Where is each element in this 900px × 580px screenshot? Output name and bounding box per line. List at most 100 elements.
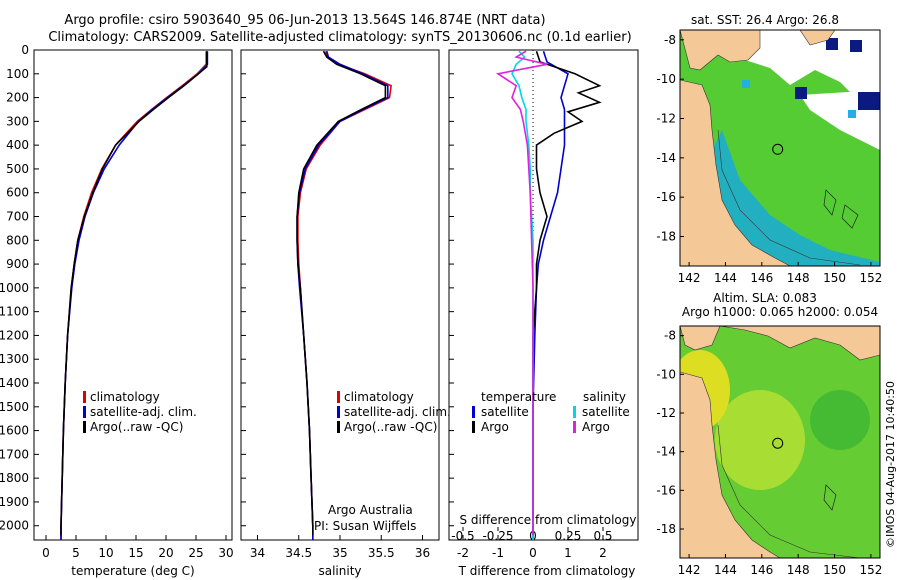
- imos-credit: ©IMOS 04-Aug-2017 10:40:50: [884, 381, 897, 548]
- sla-argo-location-marker: [772, 437, 784, 449]
- map-x-tick-label: 152: [859, 271, 882, 285]
- y-tick-label: 1300: [0, 352, 29, 366]
- sla-map: [680, 326, 880, 558]
- x-tick-label: 34.5: [285, 546, 312, 560]
- series-layer: [60, 50, 602, 540]
- map-y-tick-label: -12: [656, 406, 676, 420]
- salinity-legend: climatology satellite-adj. clim. Argo(..…: [314, 390, 451, 533]
- y-tick-label: 1200: [0, 328, 29, 342]
- map-y-tick-label: -8: [664, 33, 676, 47]
- legend-swatch-satellite: [337, 406, 340, 418]
- legend-label-t-argo: Argo: [481, 420, 509, 434]
- x-tick-label: 34: [250, 546, 265, 560]
- legend-label-satellite: satellite-adj. clim.: [90, 405, 197, 419]
- axes-layer: 0 5 10 15 20 25 300100200300400500600700800900…: [0, 43, 613, 560]
- sla-land-png-west: [680, 326, 721, 351]
- legend-title-salinity: salinity: [583, 390, 626, 404]
- y-tick-label: 2000: [0, 519, 29, 533]
- y-tick-label: 800: [6, 233, 29, 247]
- difference-legend: temperature satellite Argo salinity sate…: [472, 390, 630, 434]
- legend-swatch-argo: [83, 421, 86, 433]
- map-x-tick-label: 148: [787, 271, 810, 285]
- salinity-xlabel: salinity: [318, 564, 361, 578]
- salinity-series-argo-raw-qc-: [296, 50, 387, 536]
- y-tick-label: 400: [6, 138, 29, 152]
- sst-shelf-water: [712, 130, 880, 266]
- map-y-tick-label: -18: [656, 522, 676, 536]
- y-tick-label: 900: [6, 257, 29, 271]
- x-tick-label: 0: [529, 546, 537, 560]
- map-x-tick-label: 142: [678, 271, 701, 285]
- map-y-tick-label: -14: [656, 445, 676, 459]
- difference-xlabel-top: S difference from climatology: [460, 513, 637, 527]
- sst-argo-location-marker: [772, 143, 784, 155]
- figure-title-line1: Argo profile: csiro 5903640_95 06-Jun-20…: [64, 13, 545, 28]
- sst-cell-cold: [795, 87, 807, 99]
- y-tick-label: 700: [6, 210, 29, 224]
- annotation-argo-australia: Argo Australia: [328, 503, 413, 517]
- x-tick-label: 2: [599, 546, 607, 560]
- figure-title-line2: Climatology: CARS2009. Satellite-adjuste…: [48, 30, 631, 45]
- legend-title-temperature: temperature: [481, 390, 556, 404]
- y-tick-label: 1600: [0, 424, 29, 438]
- x-tick-label: -1: [492, 546, 504, 560]
- map-x-tick-label: 150: [823, 563, 846, 577]
- sst-map-frame: [679, 29, 881, 267]
- annotation-pi-name: PI: Susan Wijffels: [314, 519, 416, 533]
- legend-label-t-satellite: satellite: [481, 405, 529, 419]
- sst-cell-cold: [858, 92, 880, 110]
- y-tick-label: 100: [6, 67, 29, 81]
- sst-cell-cold: [850, 40, 862, 52]
- map-y-tick-label: -16: [656, 190, 676, 204]
- temperature-panel: [33, 49, 233, 541]
- sla-map-frame: [679, 325, 881, 559]
- x-tick-label: 35: [332, 546, 347, 560]
- sla-map-title-line1: Altim. SLA: 0.083: [713, 291, 817, 305]
- legend-swatch-s-argo: [573, 421, 576, 433]
- map-x-tick-label: 146: [750, 271, 773, 285]
- legend-label-s-satellite: satellite: [582, 405, 630, 419]
- legend-label-argo: Argo(..raw -QC): [90, 420, 183, 434]
- temperature-series-argo-raw-qc-: [60, 51, 208, 536]
- y-tick-label: 0: [21, 43, 29, 57]
- legend-swatch-climatology: [83, 391, 86, 403]
- map-y-tick-label: -10: [656, 72, 676, 86]
- map-x-tick-label: 142: [678, 563, 701, 577]
- map-y-tick-label: -16: [656, 483, 676, 497]
- y-tick-label: 600: [6, 186, 29, 200]
- x-tick-label: 25: [188, 546, 203, 560]
- legend-swatch-argo: [337, 421, 340, 433]
- x-tick-label: 30: [218, 546, 233, 560]
- map-y-tick-label: -14: [656, 151, 676, 165]
- legend-swatch-climatology: [337, 391, 340, 403]
- y-tick-label: 1500: [0, 400, 29, 414]
- legend-label-s-argo: Argo: [582, 420, 610, 434]
- s-diff-tick-label: -0.5: [451, 529, 474, 543]
- sst-isobath: [717, 129, 861, 266]
- sst-reef: [841, 204, 859, 229]
- sla-land-australia: [680, 371, 781, 558]
- map-x-tick-label: 148: [787, 563, 810, 577]
- difference-series-t-satellite: [532, 50, 569, 540]
- y-tick-label: 1900: [0, 495, 29, 509]
- sst-land-png: [680, 30, 761, 71]
- sst-cell-cold: [826, 38, 838, 50]
- x-tick-label: 20: [158, 546, 173, 560]
- legend-swatch-s-satellite: [573, 406, 576, 418]
- sst-land-png-east: [799, 30, 836, 46]
- legend-label-climatology: climatology: [344, 390, 414, 404]
- sst-reef: [823, 189, 837, 216]
- x-tick-label: 15: [128, 546, 143, 560]
- y-tick-label: 300: [6, 114, 29, 128]
- map-y-tick-label: -12: [656, 112, 676, 126]
- sst-map-axes: 142 144 146 148 150 152 -8 -10 -12 -14 -16 -18: [656, 33, 882, 285]
- map-y-tick-label: -8: [664, 329, 676, 343]
- difference-series-s-argo: [495, 50, 548, 536]
- s-diff-tick-label: -0.25: [482, 529, 513, 543]
- sla-map-title-line2: Argo h1000: 0.065 h2000: 0.054: [682, 305, 878, 319]
- y-tick-label: 1800: [0, 471, 29, 485]
- x-tick-label: 5: [72, 546, 80, 560]
- legend-label-argo: Argo(..raw -QC): [344, 420, 437, 434]
- map-x-tick-label: 144: [714, 563, 737, 577]
